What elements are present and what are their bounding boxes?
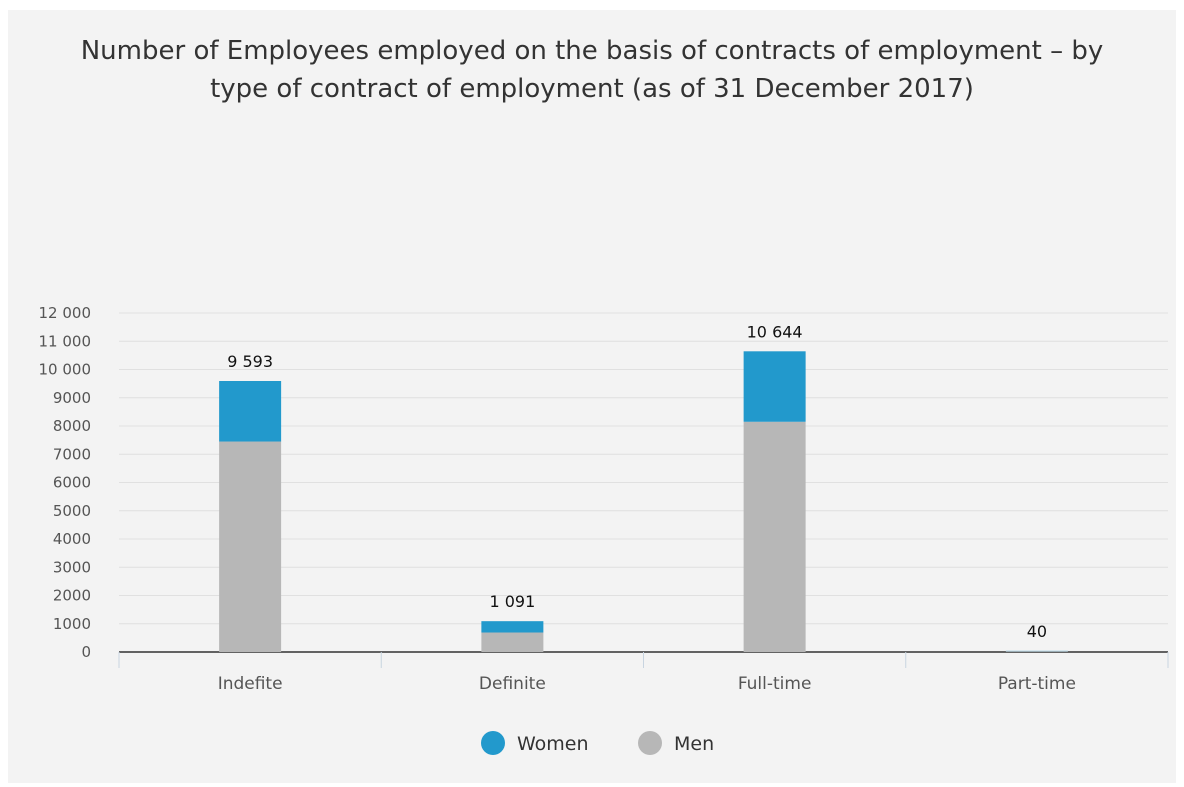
x-category-label: Indefite — [218, 674, 283, 694]
y-tick-label: 11 000 — [39, 332, 92, 350]
bar-men — [481, 632, 544, 652]
y-tick-label: 4000 — [53, 530, 91, 548]
x-category-label: Part-time — [998, 674, 1076, 694]
bar-women — [481, 621, 544, 633]
data-label: 9 593 — [227, 352, 273, 371]
bar-women — [219, 380, 282, 442]
x-category-label: Full-time — [738, 674, 812, 694]
y-tick-label: 9000 — [53, 389, 91, 407]
data-label: 10 644 — [747, 322, 803, 341]
legend-label-women: Women — [517, 733, 589, 755]
y-tick-label: 10 000 — [39, 361, 92, 379]
y-tick-label: 0 — [81, 643, 91, 661]
y-tick-label: 1000 — [53, 615, 91, 633]
chart-title-line-1: Number of Employees employed on the basi… — [80, 36, 1104, 66]
y-tick-label: 7000 — [53, 445, 91, 463]
y-tick-label: 6000 — [53, 474, 91, 492]
legend-swatch-men — [638, 731, 662, 755]
y-tick-label: 12 000 — [39, 304, 92, 322]
y-tick-label: 2000 — [53, 587, 91, 605]
legend-swatch-women — [481, 731, 505, 755]
y-tick-label: 3000 — [53, 558, 91, 576]
x-category-label: Definite — [479, 674, 546, 694]
bar-women — [743, 351, 806, 422]
bar-men — [1005, 651, 1068, 652]
bar-men — [743, 421, 806, 652]
chart-panel: Number of Employees employed on the basi… — [8, 10, 1176, 783]
y-tick-label: 5000 — [53, 502, 91, 520]
chart-title-line-2: type of contract of employment (as of 31… — [210, 74, 974, 104]
data-label: 40 — [1027, 622, 1047, 641]
data-label: 1 091 — [489, 592, 535, 611]
legend-label-men: Men — [674, 733, 714, 755]
y-tick-label: 8000 — [53, 417, 91, 435]
bar-men — [219, 441, 282, 652]
chart-title: Number of Employees employed on the basi… — [8, 32, 1176, 108]
